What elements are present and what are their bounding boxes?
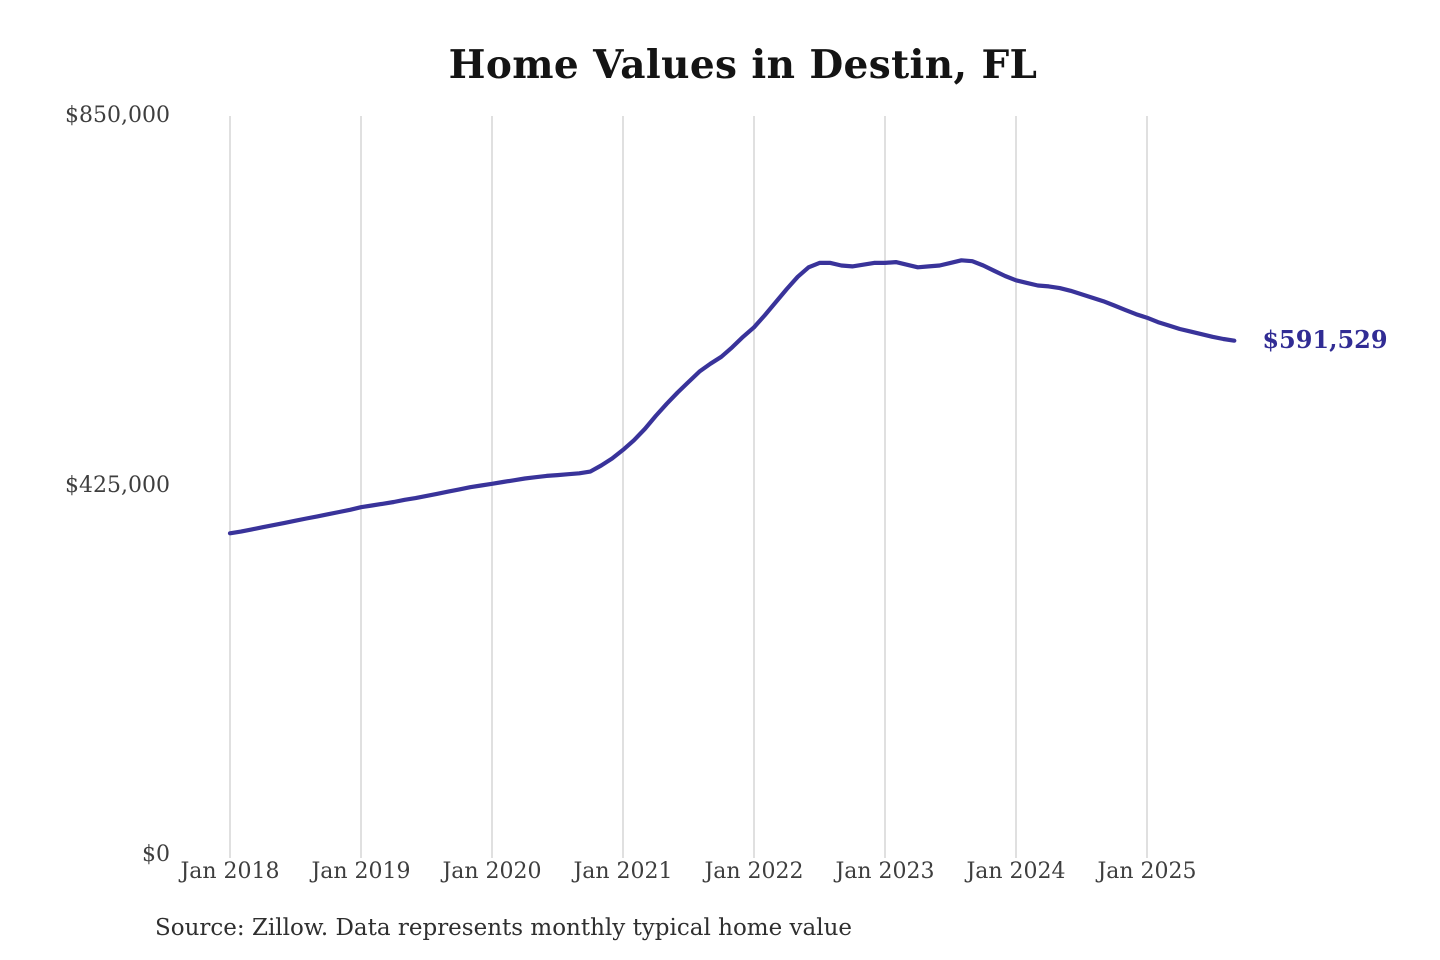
source-note: Source: Zillow. Data represents monthly … <box>155 915 853 941</box>
gridlines <box>229 116 1148 858</box>
x-tick-label: Jan 2018 <box>180 859 280 884</box>
x-tick-label: Jan 2019 <box>311 859 411 884</box>
x-tick-label: Jan 2024 <box>966 859 1066 884</box>
x-tick-label: Jan 2023 <box>835 859 935 884</box>
x-tick-label: Jan 2021 <box>573 859 673 884</box>
latest-value-label: $591,529 <box>1262 324 1388 354</box>
x-tick-label: Jan 2025 <box>1097 859 1197 884</box>
chart-title: Home Values in Destin, FL <box>448 42 1038 88</box>
y-tick-label: $0 <box>142 842 170 867</box>
x-tick-label: Jan 2020 <box>442 859 542 884</box>
x-tick-label: Jan 2022 <box>704 859 804 884</box>
y-tick-label: $850,000 <box>65 103 170 128</box>
home-value-line <box>227 258 1237 536</box>
y-tick-label: $425,000 <box>65 472 170 498</box>
